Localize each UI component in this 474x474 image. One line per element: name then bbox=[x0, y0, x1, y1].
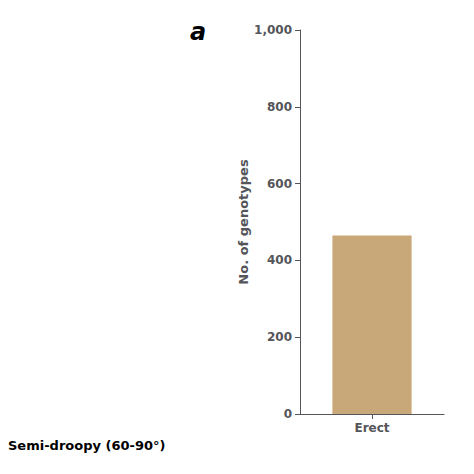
svg-text:1,000: 1,000 bbox=[254, 23, 292, 37]
svg-text:200: 200 bbox=[267, 330, 292, 344]
svg-text:600: 600 bbox=[267, 177, 292, 191]
svg-text:400: 400 bbox=[267, 253, 292, 267]
svg-text:No. of genotypes: No. of genotypes bbox=[236, 159, 251, 285]
svg-text:Semi-droopy (60-90°): Semi-droopy (60-90°) bbox=[8, 438, 165, 453]
svg-text:800: 800 bbox=[267, 100, 292, 114]
svg-text:a: a bbox=[190, 18, 206, 46]
svg-text:Erect: Erect bbox=[354, 421, 389, 435]
svg-text:0: 0 bbox=[284, 407, 292, 421]
